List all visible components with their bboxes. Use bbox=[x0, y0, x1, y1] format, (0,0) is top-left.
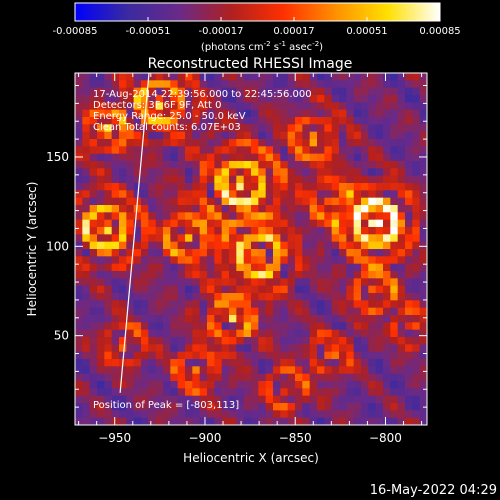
colorbar-tick-label: -0.00051 bbox=[126, 26, 171, 37]
colorbar-tick-label: -0.00085 bbox=[53, 26, 98, 37]
colorbar-tick-label: 0.00085 bbox=[419, 26, 460, 37]
colorbar-tick-label: 0.00017 bbox=[273, 26, 314, 37]
y-tick-label: 50 bbox=[54, 329, 69, 343]
plot-frame bbox=[74, 72, 428, 426]
y-tick-label: 100 bbox=[46, 239, 69, 253]
footer-timestamp: 16-May-2022 04:29 bbox=[370, 483, 497, 498]
annotation-line: Detectors: 3F 6F 9F, Att 0 bbox=[93, 100, 221, 111]
annotation-line: 17-Aug-2014 22:39:56.000 to 22:45:56.000 bbox=[93, 89, 312, 100]
x-tick-label: −900 bbox=[188, 431, 221, 445]
y-tick-label: 150 bbox=[46, 150, 69, 164]
annotation-line: Clean Total counts: 6.07E+03 bbox=[93, 122, 241, 133]
peak-position-label: Position of Peak = [-803,113] bbox=[93, 400, 239, 411]
colorbar-tick-label: -0.00017 bbox=[199, 26, 244, 37]
x-tick-label: −850 bbox=[279, 431, 312, 445]
heatmap-image bbox=[75, 73, 428, 426]
colorbar bbox=[74, 2, 441, 22]
x-axis-label: Heliocentric X (arcsec) bbox=[183, 451, 319, 465]
x-tick-label: −800 bbox=[369, 431, 402, 445]
colorbar-tick-label: 0.00051 bbox=[346, 26, 387, 37]
solar-limb-line bbox=[119, 72, 150, 393]
y-axis-label: Heliocentric Y (arcsec) bbox=[25, 182, 39, 317]
colorbar-unit-label: (photons cm-2 s-1 asec-2) bbox=[201, 40, 323, 53]
chart-title: Reconstructed RHESSI Image bbox=[148, 56, 353, 72]
x-tick-label: −950 bbox=[98, 431, 131, 445]
annotation-line: Energy Range: 25.0 - 50.0 keV bbox=[93, 111, 246, 122]
